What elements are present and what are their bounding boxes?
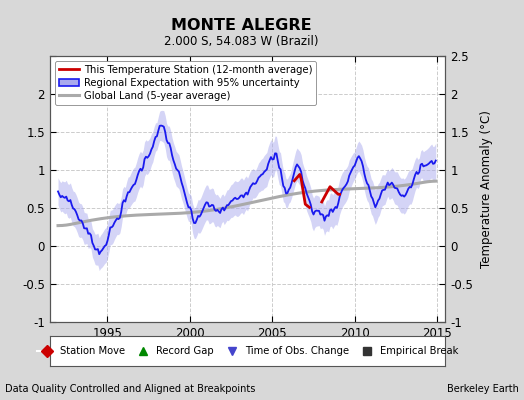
- Text: Berkeley Earth: Berkeley Earth: [447, 384, 519, 394]
- Legend: Station Move, Record Gap, Time of Obs. Change, Empirical Break: Station Move, Record Gap, Time of Obs. C…: [34, 343, 461, 359]
- Text: MONTE ALEGRE: MONTE ALEGRE: [171, 18, 311, 34]
- Legend: This Temperature Station (12-month average), Regional Expectation with 95% uncer: This Temperature Station (12-month avera…: [55, 61, 316, 105]
- Text: 2.000 S, 54.083 W (Brazil): 2.000 S, 54.083 W (Brazil): [164, 36, 318, 48]
- Text: Data Quality Controlled and Aligned at Breakpoints: Data Quality Controlled and Aligned at B…: [5, 384, 256, 394]
- Y-axis label: Temperature Anomaly (°C): Temperature Anomaly (°C): [480, 110, 493, 268]
